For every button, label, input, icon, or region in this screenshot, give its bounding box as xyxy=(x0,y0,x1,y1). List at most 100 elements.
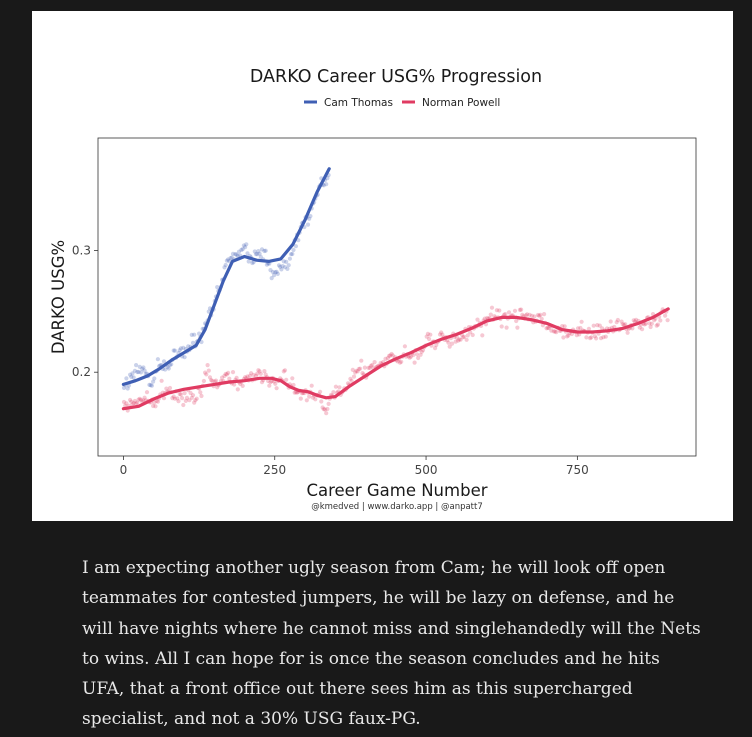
data-point-norman-powell xyxy=(360,371,365,376)
data-point-norman-powell xyxy=(240,383,245,388)
data-point-norman-powell xyxy=(232,382,237,387)
data-point-norman-powell xyxy=(164,386,169,391)
data-point-norman-powell xyxy=(213,378,219,383)
data-point-cam-thomas xyxy=(151,379,156,384)
data-point-norman-powell xyxy=(367,365,372,370)
data-point-norman-powell xyxy=(390,353,395,358)
data-point-norman-powell xyxy=(355,369,360,374)
data-point-cam-thomas xyxy=(257,251,262,256)
data-point-norman-powell xyxy=(480,333,485,338)
data-point-norman-powell xyxy=(647,321,652,326)
x-tick-label: 250 xyxy=(263,463,286,477)
data-point-cam-thomas xyxy=(243,245,248,250)
data-point-norman-powell xyxy=(527,312,532,317)
data-point-norman-powell xyxy=(388,353,393,358)
data-point-cam-thomas xyxy=(305,222,311,227)
data-point-norman-powell xyxy=(142,395,147,400)
data-point-norman-powell xyxy=(366,365,371,370)
data-point-norman-powell xyxy=(407,355,412,360)
data-point-norman-powell xyxy=(504,325,509,330)
data-point-norman-powell xyxy=(247,373,252,379)
data-point-norman-powell xyxy=(462,334,467,339)
data-point-norman-powell xyxy=(589,335,594,340)
data-point-norman-powell xyxy=(619,319,624,324)
data-point-norman-powell xyxy=(129,399,134,404)
data-point-cam-thomas xyxy=(181,345,186,350)
data-point-cam-thomas xyxy=(163,367,168,372)
data-point-cam-thomas xyxy=(240,247,245,252)
data-point-cam-thomas xyxy=(169,362,174,367)
data-point-cam-thomas xyxy=(272,273,277,278)
data-point-norman-powell xyxy=(584,335,589,340)
data-point-norman-powell xyxy=(631,318,636,323)
data-point-norman-powell xyxy=(192,400,197,405)
data-point-norman-powell xyxy=(266,378,271,384)
data-point-norman-powell xyxy=(235,387,240,392)
data-point-norman-powell xyxy=(255,371,260,376)
data-point-norman-powell xyxy=(578,325,583,331)
data-point-norman-powell xyxy=(358,366,363,371)
data-point-cam-thomas xyxy=(262,248,267,254)
data-point-cam-thomas xyxy=(289,252,294,257)
data-point-norman-powell xyxy=(658,318,663,323)
data-point-cam-thomas xyxy=(275,271,280,276)
data-point-norman-powell xyxy=(519,307,524,312)
data-point-norman-powell xyxy=(614,320,619,325)
data-point-norman-powell xyxy=(141,398,146,403)
data-point-cam-thomas xyxy=(287,256,292,261)
y-axis-label: DARKO USG% xyxy=(49,240,68,354)
data-point-norman-powell xyxy=(408,354,413,359)
data-point-cam-thomas xyxy=(128,372,133,377)
data-point-cam-thomas xyxy=(281,259,286,264)
data-point-norman-powell xyxy=(210,378,215,383)
data-point-norman-powell xyxy=(372,360,377,365)
data-point-norman-powell xyxy=(594,336,599,341)
data-point-norman-powell xyxy=(601,335,606,340)
data-point-norman-powell xyxy=(178,392,183,397)
data-point-cam-thomas xyxy=(172,348,177,353)
data-point-norman-powell xyxy=(152,400,157,405)
data-point-norman-powell xyxy=(542,312,547,317)
data-point-norman-powell xyxy=(637,325,642,330)
data-point-norman-powell xyxy=(395,359,400,364)
data-point-norman-powell xyxy=(188,390,193,396)
data-point-norman-powell xyxy=(257,369,262,374)
data-point-norman-powell xyxy=(134,401,139,406)
data-point-norman-powell xyxy=(324,411,329,416)
data-point-cam-thomas xyxy=(285,266,290,271)
data-point-norman-powell xyxy=(182,391,187,396)
data-point-norman-powell xyxy=(206,368,211,373)
data-point-cam-thomas xyxy=(253,252,259,257)
data-point-cam-thomas xyxy=(270,269,275,275)
data-point-cam-thomas xyxy=(279,267,284,272)
data-point-norman-powell xyxy=(416,355,421,361)
data-point-norman-powell xyxy=(198,390,203,395)
data-point-cam-thomas xyxy=(239,247,244,252)
data-point-norman-powell xyxy=(595,323,600,328)
data-point-norman-powell xyxy=(453,339,458,344)
data-point-norman-powell xyxy=(503,312,508,317)
data-point-norman-powell xyxy=(551,329,556,334)
data-point-cam-thomas xyxy=(269,276,274,281)
data-point-cam-thomas xyxy=(215,285,220,290)
data-point-cam-thomas xyxy=(138,370,144,375)
data-point-cam-thomas xyxy=(223,262,228,268)
data-point-norman-powell xyxy=(447,344,452,349)
data-point-cam-thomas xyxy=(259,247,265,252)
data-point-cam-thomas xyxy=(229,255,234,260)
data-point-cam-thomas xyxy=(135,369,140,375)
data-point-norman-powell xyxy=(189,395,194,400)
data-point-norman-powell xyxy=(353,370,358,375)
data-point-cam-thomas xyxy=(263,248,268,253)
data-point-norman-powell xyxy=(546,325,552,331)
data-point-cam-thomas xyxy=(258,254,263,259)
data-point-cam-thomas xyxy=(165,364,170,370)
data-point-norman-powell xyxy=(494,308,499,313)
data-point-cam-thomas xyxy=(290,251,295,257)
data-point-cam-thomas xyxy=(134,363,139,368)
data-point-cam-thomas xyxy=(291,247,296,253)
data-point-norman-powell xyxy=(201,378,206,384)
x-tick-label: 750 xyxy=(566,463,589,477)
data-point-norman-powell xyxy=(411,352,416,358)
data-point-norman-powell xyxy=(588,336,593,341)
